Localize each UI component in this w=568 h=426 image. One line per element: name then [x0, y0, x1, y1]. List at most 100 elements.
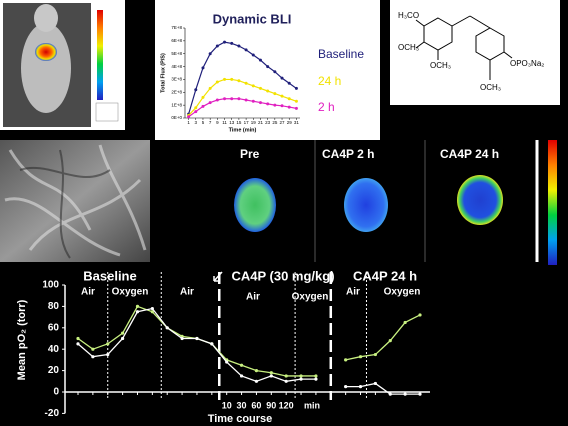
data-point — [150, 310, 154, 314]
data-point — [418, 313, 422, 317]
legend-label: 2 h — [318, 100, 335, 114]
data-point — [201, 104, 205, 108]
data-point — [299, 377, 303, 381]
data-point — [208, 52, 212, 56]
x-tick-label: 29 — [287, 120, 293, 125]
data-point — [273, 70, 277, 74]
data-point — [258, 58, 262, 62]
x-tick-label: 27 — [280, 120, 286, 125]
panel-label: CA4P 2 h — [322, 147, 374, 161]
arrow — [213, 271, 223, 282]
x-tick-label: 15 — [236, 120, 242, 125]
mri-panels — [234, 140, 557, 265]
data-point — [280, 104, 284, 108]
bli-panel — [155, 0, 380, 140]
data-point — [76, 342, 80, 346]
data-point — [418, 392, 422, 396]
data-point — [373, 352, 377, 357]
series-line — [188, 98, 297, 118]
data-point — [284, 379, 288, 383]
data-point — [388, 339, 392, 343]
data-point — [165, 326, 169, 330]
legend-label: Baseline — [318, 47, 364, 61]
y-tick-label: 7E+8 — [171, 25, 182, 30]
series-line — [77, 305, 421, 377]
data-point — [106, 342, 110, 346]
y-tick-label: 60 — [48, 322, 60, 333]
sem-image — [0, 140, 150, 262]
data-point — [314, 377, 318, 381]
data-point — [121, 331, 125, 335]
chemical-structure — [390, 0, 560, 105]
data-point — [195, 336, 199, 341]
data-point — [239, 374, 244, 378]
annotation: Oxygen — [384, 287, 421, 298]
data-point — [91, 355, 95, 359]
structure-label: OCH₃ — [398, 43, 419, 52]
annotation: min — [304, 400, 320, 410]
data-point — [180, 336, 184, 341]
data-point — [194, 106, 198, 110]
data-point — [135, 304, 140, 308]
data-point — [223, 40, 227, 44]
data-point — [230, 77, 234, 81]
x-tick-label: 1 — [187, 120, 190, 125]
data-point — [251, 99, 255, 103]
data-point — [294, 106, 298, 110]
data-point — [344, 385, 348, 389]
data-point — [294, 86, 298, 90]
data-point — [225, 360, 229, 364]
data-point — [208, 101, 212, 105]
structure-label: H₃CO — [398, 11, 419, 20]
data-point — [194, 88, 198, 92]
data-point — [273, 92, 277, 96]
data-point — [344, 358, 348, 362]
x-tick-label: 25 — [272, 120, 278, 125]
data-point — [223, 97, 227, 101]
annotation: Air — [180, 287, 194, 298]
data-point — [254, 379, 259, 383]
data-point — [403, 320, 407, 325]
data-point — [244, 81, 248, 85]
data-point — [91, 347, 95, 351]
x-tick-label: 5 — [202, 120, 205, 125]
data-point — [269, 374, 273, 378]
data-point — [358, 355, 363, 359]
data-point — [294, 99, 298, 103]
data-point — [266, 89, 270, 93]
data-point — [280, 94, 284, 98]
annotation: Oxygen — [112, 287, 149, 298]
annotation: Oxygen — [292, 292, 329, 303]
x-axis-title: Time course — [208, 413, 273, 425]
chart-title: Dynamic BLI — [213, 11, 292, 26]
y-tick-label: 3E+8 — [171, 77, 182, 82]
data-point — [287, 105, 291, 109]
data-point — [215, 44, 219, 48]
data-point — [287, 81, 291, 85]
annotation: Air — [246, 292, 260, 303]
x-tick-label: 7 — [209, 120, 212, 125]
x-tick-label: 11 — [222, 120, 227, 125]
data-point — [258, 86, 262, 90]
y-tick-label: 80 — [48, 301, 60, 312]
data-point — [237, 97, 241, 101]
x-tick-label: 19 — [251, 120, 257, 125]
y-tick-label: 5E+8 — [171, 51, 182, 56]
data-point — [373, 381, 377, 386]
data-point — [150, 306, 154, 311]
data-point — [201, 66, 205, 70]
data-point — [266, 65, 270, 69]
data-point — [251, 53, 255, 57]
data-point — [215, 98, 219, 102]
y-tick-label: 20 — [48, 365, 60, 376]
data-point — [284, 374, 288, 378]
data-point — [287, 97, 291, 101]
legend-label: 24 h — [318, 74, 341, 88]
data-point — [215, 80, 219, 84]
y-tick-label: 0 — [53, 387, 59, 398]
data-point — [388, 392, 392, 396]
data-point — [187, 115, 191, 119]
data-point — [237, 44, 241, 48]
data-point — [314, 374, 318, 378]
